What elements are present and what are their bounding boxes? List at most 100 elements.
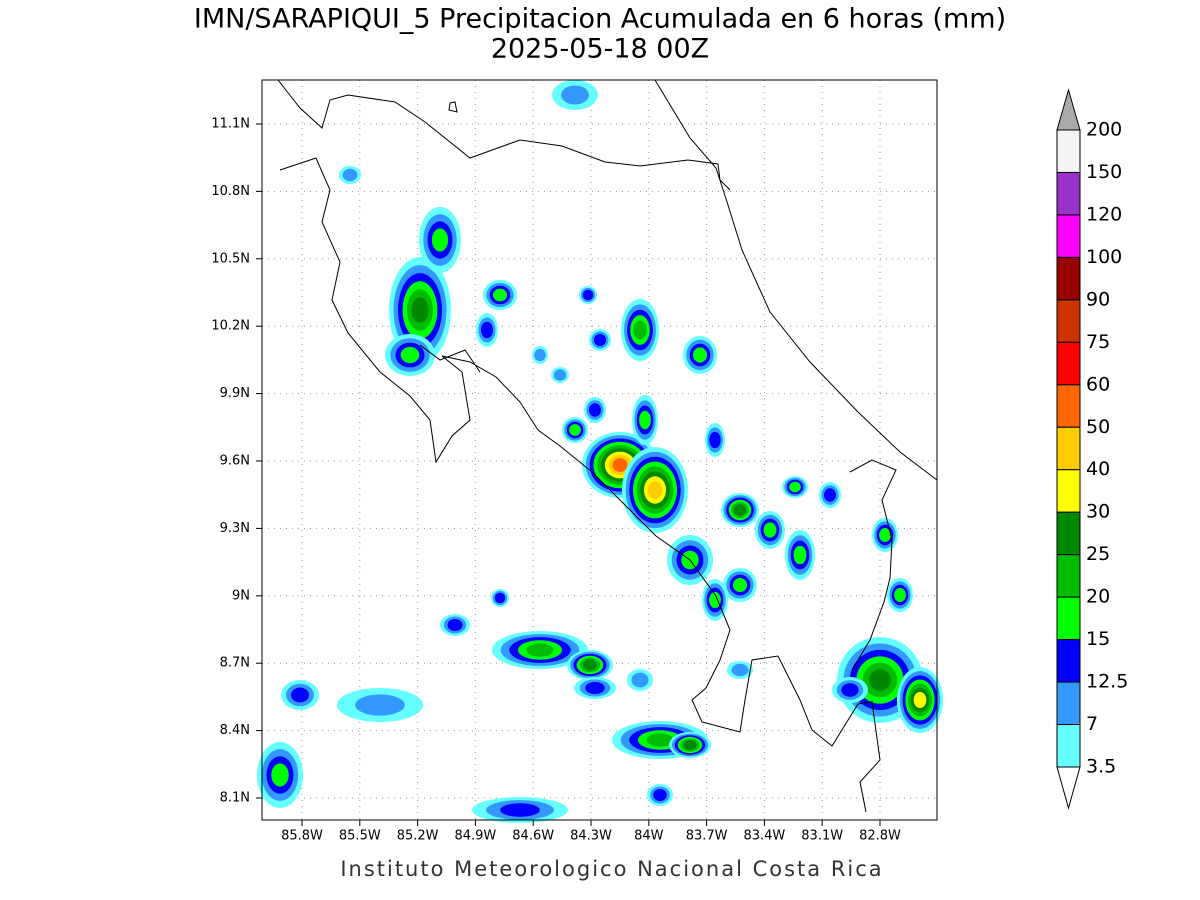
precip-contour [526, 643, 554, 657]
precip-contour [400, 346, 420, 364]
colorbar-box [1056, 299, 1081, 343]
precip-contour [733, 578, 747, 592]
precip-contour [583, 659, 597, 671]
precip-contour [355, 694, 405, 716]
lake-shore [277, 79, 731, 191]
x-tick-label: 85.2W [397, 829, 439, 844]
precip-contour [653, 789, 667, 801]
coastlines [277, 79, 938, 813]
colorbar-label: 50 [1086, 416, 1110, 438]
colorbar-box [1056, 639, 1081, 683]
y-tick-label: 9.3N [220, 521, 250, 536]
precip-contour [411, 297, 429, 323]
precip-contour [631, 672, 649, 688]
colorbar-box [1056, 511, 1081, 556]
precip-contour [789, 481, 801, 493]
y-tick-label: 10.8N [211, 184, 250, 199]
colorbar-box [1056, 214, 1081, 258]
precip-contour [793, 545, 807, 565]
precip-contour [589, 403, 601, 417]
precip-contour [291, 687, 309, 703]
map-frame [261, 79, 938, 821]
precip-contour [841, 683, 859, 697]
colorbar-under [1056, 766, 1081, 810]
precip-contour [647, 481, 663, 499]
precip-contour [582, 289, 594, 301]
x-tick-label: 84.9W [454, 829, 496, 844]
border [849, 459, 897, 671]
precip-contour [709, 431, 721, 449]
colorbar-box [1056, 724, 1081, 768]
x-tick-label: 82.8W [859, 829, 901, 844]
colorbar-box [1056, 469, 1081, 513]
precip-contour [553, 369, 567, 381]
colorbar-label: 60 [1086, 373, 1110, 395]
colorbar-box [1056, 596, 1081, 641]
precip-contour [481, 321, 493, 339]
y-tick-label: 10.5N [211, 251, 250, 266]
colorbar-label: 7 [1086, 713, 1098, 735]
caribbean-coast [654, 79, 938, 481]
precip-contour [879, 528, 891, 542]
precip-contour [731, 663, 749, 677]
x-tick-label: 83.7W [686, 829, 728, 844]
x-tick-label: 83.4W [743, 829, 785, 844]
precip-contour [585, 682, 605, 694]
y-tick-label: 9N [232, 588, 250, 603]
precip-contour [612, 458, 628, 472]
colorbar-label: 40 [1086, 458, 1110, 480]
colorbar-label: 30 [1086, 501, 1110, 523]
precip-contour [913, 692, 927, 708]
nicaragua-border [419, 344, 481, 373]
colorbar-label: 90 [1086, 288, 1110, 310]
precip-contour [447, 619, 463, 631]
precip-contour [733, 504, 747, 516]
x-tick-label: 84.6W [512, 829, 554, 844]
precip-contour [561, 85, 589, 105]
colorbar-label: 15 [1086, 628, 1110, 650]
precip-contour [869, 669, 891, 691]
colorbar-label: 200 [1086, 119, 1122, 141]
colorbar-label: 12.5 [1086, 671, 1128, 693]
precip-contour [431, 228, 449, 252]
y-tick-label: 9.9N [220, 386, 250, 401]
pacific-coast [279, 157, 881, 813]
colorbar-label: 100 [1086, 246, 1122, 268]
colorbar-box [1056, 341, 1081, 386]
precip-contour [500, 803, 540, 817]
precip-contour [709, 591, 721, 609]
colorbar-box [1056, 554, 1081, 598]
island [448, 101, 458, 113]
colorbar-label: 120 [1086, 203, 1122, 225]
x-tick-label: 83.1W [801, 829, 843, 844]
precip-contour [646, 733, 674, 747]
precip-contour [342, 168, 358, 182]
colorbar-box [1056, 384, 1081, 428]
map-subtitle: 2025-05-18 00Z [491, 34, 709, 65]
precip-contour [594, 334, 606, 346]
colorbar-box [1056, 681, 1081, 726]
colorbar-label: 75 [1086, 331, 1110, 353]
colorbar-label: 20 [1086, 586, 1110, 608]
y-tick-label: 9.6N [220, 454, 250, 469]
precip-contour [493, 288, 507, 302]
precip-contour [271, 763, 289, 787]
x-tick-label: 85.5W [339, 829, 381, 844]
colorbar-label: 25 [1086, 543, 1110, 565]
colorbar-box [1056, 129, 1081, 173]
colorbar-label: 150 [1086, 161, 1122, 183]
colorbar: 200 150 120 100 90 75 60 50 40 30 25 20 15 12.5 7 3.5 [1056, 88, 1128, 810]
precip-contour [824, 488, 836, 502]
y-tick-label: 8.4N [220, 723, 250, 738]
colorbar-box [1056, 256, 1081, 301]
x-tick-label: 84W [634, 829, 664, 844]
precip-contour [894, 588, 906, 602]
y-tick-label: 11.1N [211, 117, 250, 132]
axes: 85.8W 85.5W 85.2W 84.9W 84.6W 84.3W 84W 83.7W 83… [211, 117, 901, 844]
footer: Instituto Meteorologico Nacional Costa R… [340, 857, 883, 881]
precip-contour [633, 320, 647, 340]
x-tick-label: 84.3W [570, 829, 612, 844]
precip-contour [534, 348, 546, 362]
precip-contour [763, 522, 777, 538]
map-title: IMN/SARAPIQUI_5 Precipitacion Acumulada … [194, 4, 1006, 35]
